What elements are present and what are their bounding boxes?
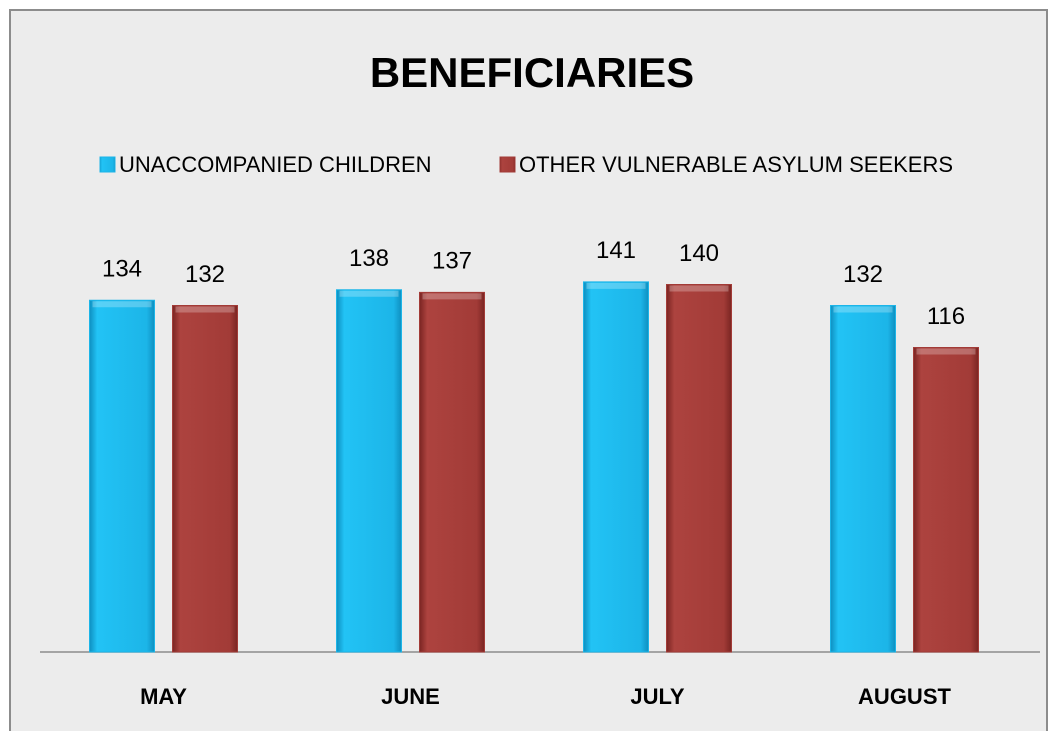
bar bbox=[89, 299, 155, 653]
bar bbox=[583, 281, 649, 653]
x-tick-label: AUGUST bbox=[858, 684, 951, 709]
data-label: 140 bbox=[679, 240, 719, 267]
bar bbox=[419, 291, 485, 653]
bar-cap bbox=[916, 348, 976, 355]
x-tick-label: JULY bbox=[630, 684, 685, 709]
data-label: 116 bbox=[927, 303, 965, 330]
bar-cap bbox=[175, 306, 235, 313]
bar bbox=[913, 347, 979, 653]
x-tick-label: JUNE bbox=[381, 684, 440, 709]
data-label: 138 bbox=[349, 245, 389, 272]
data-label: 141 bbox=[596, 237, 636, 264]
data-label: 137 bbox=[432, 248, 472, 275]
bar bbox=[336, 289, 402, 653]
bar bbox=[830, 305, 896, 653]
bar-cap bbox=[339, 290, 399, 297]
bar-cap bbox=[833, 306, 893, 313]
chart-title: BENEFICIARIES bbox=[370, 49, 694, 96]
data-label: 134 bbox=[102, 256, 142, 283]
data-label: 132 bbox=[843, 261, 883, 288]
bar bbox=[666, 284, 732, 653]
legend-swatch bbox=[499, 156, 516, 173]
legend-swatch bbox=[99, 156, 116, 173]
bar-cap bbox=[422, 293, 482, 300]
bar-cap bbox=[92, 301, 152, 308]
bar-cap bbox=[586, 282, 646, 289]
data-label: 132 bbox=[185, 261, 225, 288]
bar bbox=[172, 305, 238, 653]
x-tick-label: MAY bbox=[140, 684, 187, 709]
legend-label: UNACCOMPANIED CHILDREN bbox=[119, 152, 432, 177]
bar-cap bbox=[669, 285, 729, 292]
legend-label: OTHER VULNERABLE ASYLUM SEEKERS bbox=[519, 152, 953, 177]
